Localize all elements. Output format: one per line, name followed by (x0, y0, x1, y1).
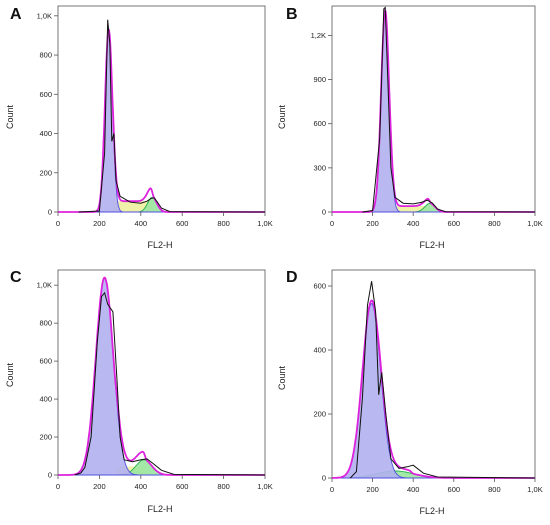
x-tick-label: 800 (488, 485, 501, 494)
x-tick-label: 1,0K (257, 482, 272, 491)
data-histogram-line (362, 6, 536, 213)
y-tick-label: 600 (313, 119, 326, 128)
y-tick-label: 300 (313, 163, 326, 172)
y-tick-label: 0 (48, 471, 52, 480)
x-tick-label: 600 (448, 485, 461, 494)
x-tick-label: 400 (135, 482, 148, 491)
data-histogram-line (349, 281, 536, 479)
y-tick-label: 800 (39, 51, 52, 60)
y-tick-label: 900 (313, 75, 326, 84)
x-tick-label: 200 (366, 219, 379, 228)
x-axis-label-c: FL2-H (147, 504, 172, 514)
y-tick-label: 1,2K (311, 31, 326, 40)
plot-area-d: 0 200 400 600 800 1,0K 0 200 400 600 (313, 269, 543, 494)
x-tick-label: 800 (217, 482, 230, 491)
x-axis-label-d: FL2-H (419, 506, 444, 516)
component-g1-fill (58, 29, 265, 213)
y-tick-label: 200 (39, 433, 52, 442)
x-tick-label: 0 (330, 219, 334, 228)
y-tick-label: 0 (322, 208, 326, 217)
x-tick-label: 1,0K (257, 219, 272, 228)
x-tick-label: 400 (135, 219, 148, 228)
panel-d: D 0 200 400 600 800 1,0K 0 200 400 600 FL2-H Coun… (277, 269, 543, 516)
y-tick-label: 600 (39, 357, 52, 366)
y-axis-label-d: Count (277, 366, 287, 391)
y-tick-label: 1,0K (37, 281, 52, 290)
y-tick-label: 400 (313, 346, 326, 355)
y-tick-label: 200 (39, 168, 52, 177)
x-axis-label-a: FL2-H (147, 240, 172, 250)
panel-label-d: D (286, 269, 298, 286)
panel-label-b: B (286, 6, 298, 23)
y-axis-label-b: Count (277, 105, 287, 130)
x-tick-label: 800 (488, 219, 501, 228)
x-tick-label: 600 (176, 219, 189, 228)
plot-area-b: 0 200 400 600 800 1,0K 0 300 600 900 1,2K (311, 5, 543, 228)
y-tick-label: 400 (39, 129, 52, 138)
x-axis-label-b: FL2-H (419, 240, 444, 250)
x-tick-label: 400 (407, 485, 420, 494)
model-fit-line (58, 28, 265, 213)
x-tick-label: 0 (330, 485, 334, 494)
y-tick-label: 0 (322, 474, 326, 483)
x-tick-label: 400 (407, 219, 420, 228)
x-tick-label: 200 (366, 485, 379, 494)
y-tick-label: 600 (39, 90, 52, 99)
x-tick-label: 1,0K (527, 485, 542, 494)
plot-area-c: 0 200 400 600 800 1,0K 0 200 400 600 800 1,0K (37, 269, 273, 491)
x-tick-label: 0 (56, 482, 60, 491)
x-tick-label: 200 (93, 482, 106, 491)
panel-label-c: C (10, 269, 22, 286)
panel-label-a: A (10, 6, 22, 23)
y-tick-label: 600 (313, 282, 326, 291)
x-tick-label: 1,0K (527, 219, 542, 228)
x-tick-label: 200 (93, 219, 106, 228)
y-axis-label-c: Count (5, 363, 15, 388)
plot-frame (57, 5, 266, 213)
data-histogram-line (74, 291, 266, 476)
plot-frame (331, 5, 536, 213)
x-tick-label: 600 (176, 482, 189, 491)
data-histogram-line (78, 19, 266, 213)
x-tick-label: 0 (56, 219, 60, 228)
y-tick-label: 400 (39, 395, 52, 404)
y-tick-label: 1,0K (37, 11, 52, 20)
y-tick-label: 0 (48, 208, 52, 217)
x-tick-label: 800 (217, 219, 230, 228)
panel-a: A 0 200 400 600 800 1,0K 0 200 400 600 800 1,0K FL2… (5, 5, 273, 250)
x-tick-label: 600 (448, 219, 461, 228)
y-axis-label-a: Count (5, 105, 15, 130)
y-tick-label: 800 (39, 319, 52, 328)
plot-area-a: 0 200 400 600 800 1,0K 0 200 400 600 800 1,0K (37, 5, 273, 228)
y-tick-label: 200 (313, 410, 326, 419)
panel-c: C 0 200 400 600 800 1,0K 0 200 400 600 800 1,0K FL2… (5, 269, 273, 514)
component-g1-fill (332, 9, 535, 213)
model-fit-line (332, 7, 535, 213)
